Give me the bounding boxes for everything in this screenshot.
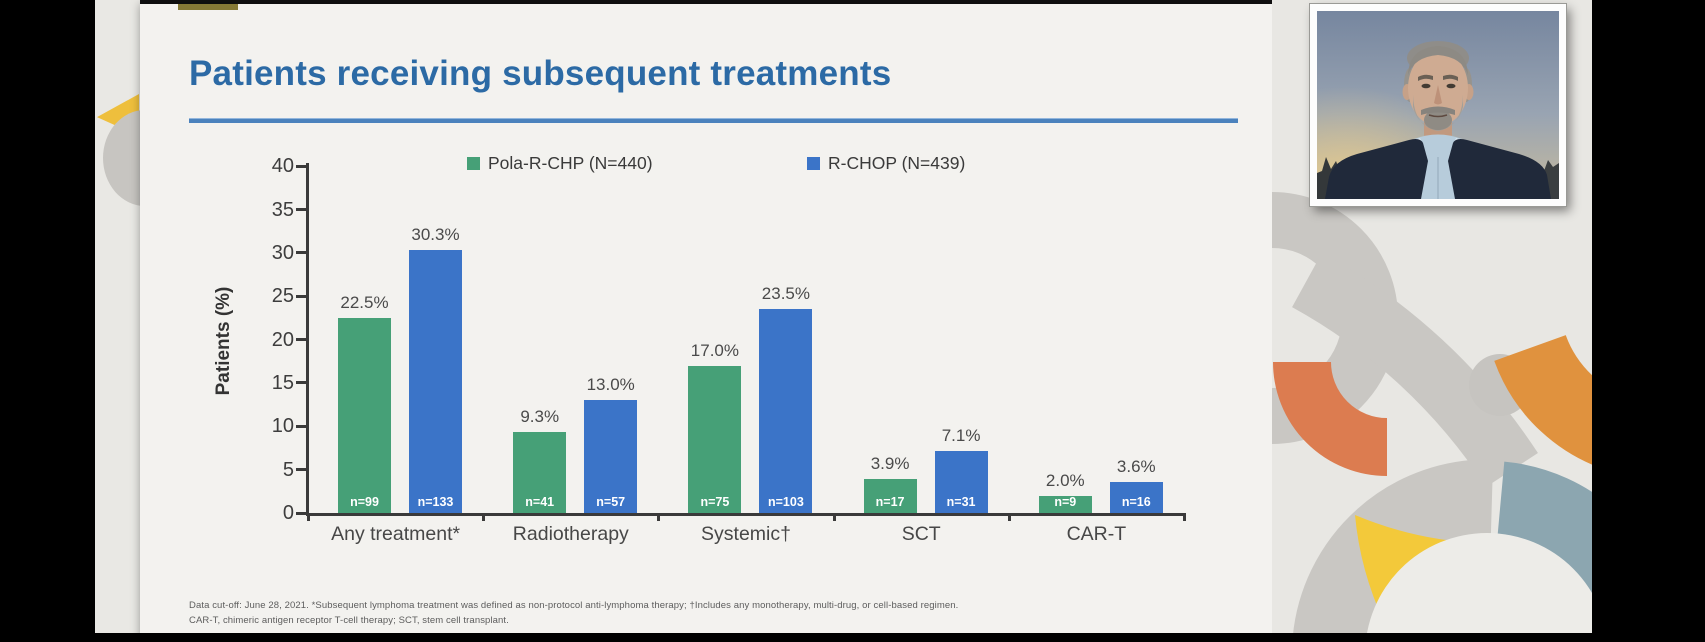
x-tick-mark [307,513,310,521]
y-tick-label: 20 [271,328,294,351]
speaker-webcam-video[interactable] [1309,3,1567,207]
bar [1038,495,1092,513]
bar-value-label: 22.5% [340,292,389,312]
letterbox-bottom [0,633,1705,642]
bar-n-label: n=17 [875,495,905,509]
y-tick-label: 5 [282,458,294,481]
legend-swatch-icon [467,156,480,170]
y-tick-mark [296,164,306,168]
y-tick-label: 10 [271,415,294,438]
legend-item: R-CHOP (N=439) [807,151,965,175]
bar-n-label: n=133 [417,495,454,509]
bar-n-label: n=41 [525,495,555,509]
legend-item: Pola-R-CHP (N=440) [467,151,653,175]
bar-value-label: 2.0% [1045,470,1085,490]
bar [409,250,462,513]
category-label: SCT [901,523,941,545]
y-tick-mark [296,208,306,212]
bar-value-label: 23.5% [761,284,810,304]
y-tick-mark [296,424,306,428]
y-tick-label: 30 [271,241,294,264]
brand-decoration [1272,192,1592,642]
legend-label: Pola-R-CHP (N=440) [488,152,653,173]
y-axis-line [306,163,309,516]
slide-margin-strip [95,0,187,642]
y-tick-mark [296,381,306,385]
bar [338,317,391,513]
bar-n-label: n=103 [767,495,804,509]
bar-value-label: 30.3% [411,225,460,245]
bar [688,365,742,513]
bar-n-label: n=9 [1054,495,1077,509]
y-tick-mark [296,294,306,298]
y-tick-mark [296,511,306,515]
presentation-slide: Patients receiving subsequent treatments… [140,4,1272,642]
y-tick-label: 0 [282,502,294,524]
bar-value-label: 7.1% [941,426,981,446]
bar [513,432,567,513]
category-label: Any treatment* [331,523,461,545]
x-tick-mark [832,513,836,521]
bar-value-label: 17.0% [690,340,739,360]
slide-title: Patients receiving subsequent treatments [189,54,892,93]
x-tick-mark [657,513,661,521]
speaker-portrait [1317,11,1559,199]
bar-value-label: 3.6% [1116,456,1156,476]
footnote-line-2: CAR-T, chimeric antigen receptor T-cell … [189,615,509,626]
bar-value-label: 13.0% [586,375,635,395]
y-tick-label: 35 [271,198,294,221]
bar-n-label: n=31 [946,495,976,509]
y-tick-label: 40 [271,155,294,178]
x-tick-mark [1183,513,1186,521]
legend-swatch-icon [807,156,820,170]
x-tick-mark [1007,513,1011,521]
bar-n-label: n=99 [350,495,379,509]
bar-value-label: 3.9% [870,454,910,474]
title-underline [189,118,1238,123]
bar [759,309,813,513]
bar [1109,481,1163,513]
category-label: Systemic† [701,523,791,545]
x-tick-mark [482,513,486,521]
legend-label: R-CHOP (N=439) [828,152,966,173]
letterbox-right [1592,0,1705,642]
y-tick-label: 25 [271,285,294,308]
x-axis-line [306,513,1186,516]
y-tick-mark [296,251,306,255]
category-label: Radiotherapy [512,523,629,545]
bar [863,479,917,513]
y-tick-mark [296,338,306,342]
letterbox-left [0,0,95,642]
category-label: CAR-T [1066,523,1127,545]
bar-value-label: 9.3% [520,407,560,427]
bar-n-label: n=57 [596,495,626,509]
bar-n-label: n=16 [1121,495,1151,509]
brand-panel [1272,0,1592,642]
footnote-line-1: Data cut-off: June 28, 2021. *Subsequent… [189,600,959,611]
bar-n-label: n=75 [700,495,730,509]
bar [934,451,988,513]
bar [584,400,638,513]
slide-top-tab [178,4,238,10]
y-tick-mark [296,468,306,472]
y-tick-label: 15 [271,371,294,394]
